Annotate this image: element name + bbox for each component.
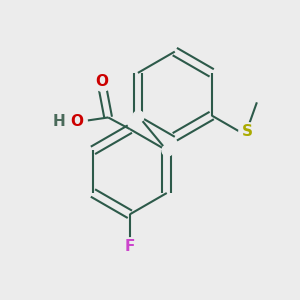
Text: S: S: [242, 124, 253, 139]
Text: H: H: [52, 114, 65, 129]
Text: F: F: [125, 239, 135, 254]
Text: O: O: [95, 74, 109, 88]
Text: O: O: [71, 114, 84, 129]
